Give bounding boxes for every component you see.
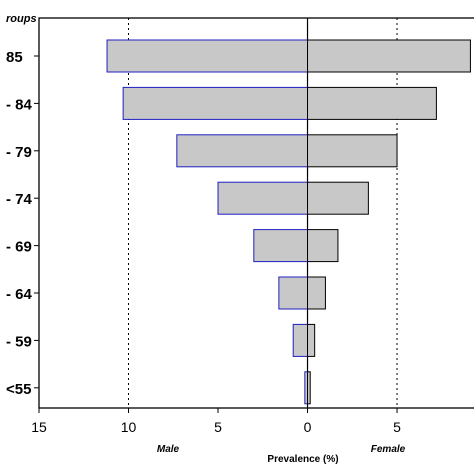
bar-male	[217, 181, 309, 215]
corner-label: roups	[6, 13, 37, 25]
x-tick-label: 0	[304, 419, 312, 435]
x-tick-label: 5	[393, 419, 401, 435]
bar-male	[278, 276, 309, 310]
bar-male	[292, 323, 309, 357]
bar-female	[307, 276, 326, 310]
y-tick-label: - 64	[6, 286, 33, 303]
bar-male	[122, 86, 309, 120]
bar-female	[307, 323, 316, 357]
y-tick-label: - 69	[6, 239, 32, 256]
x-tick-label: 5	[214, 419, 222, 435]
bar-male	[106, 39, 309, 73]
y-tick-label: <55	[6, 381, 31, 398]
bar-female	[307, 371, 311, 405]
plot-frame	[38, 17, 474, 409]
x-tick-label: 15	[31, 419, 47, 435]
bar-male	[253, 229, 309, 263]
y-tick-label: - 74	[6, 191, 33, 208]
y-tick-label: 85	[6, 49, 23, 66]
bar-female	[307, 86, 437, 120]
male-side-label: Male	[157, 444, 180, 455]
x-tick-label: 10	[121, 419, 137, 435]
female-side-label: Female	[371, 444, 406, 455]
bar-female	[307, 181, 369, 215]
bar-male	[176, 134, 309, 168]
x-axis-title: Prevalence (%)	[267, 454, 338, 465]
plot-area: 85 - 84 - 79 - 74 - 69 - 64 - 59 <55 15 10 5 0 5	[6, 17, 474, 435]
bar-female	[307, 134, 398, 168]
bar-female	[307, 229, 339, 263]
y-tick-label: - 79	[6, 144, 32, 161]
y-tick-label: - 84	[6, 96, 33, 113]
y-tick-label: - 59	[6, 333, 32, 350]
bar-female	[307, 39, 471, 73]
